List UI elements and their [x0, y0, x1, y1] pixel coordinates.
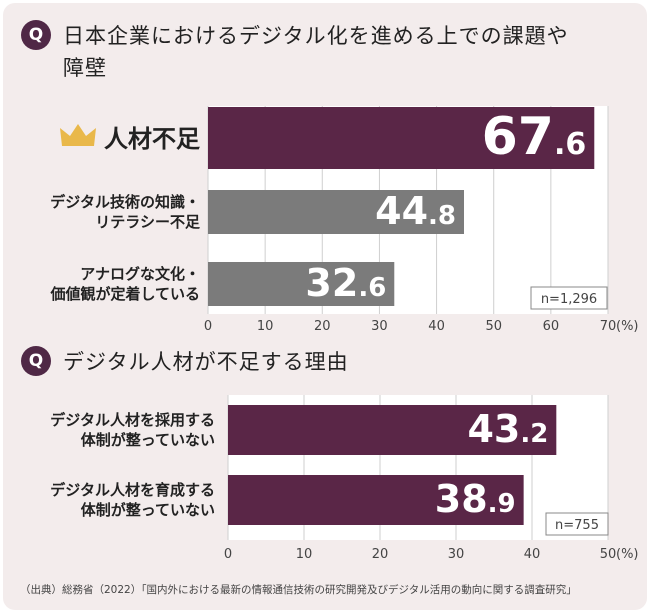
- tick-label: 30: [371, 319, 388, 334]
- data-label: 67.6: [482, 107, 587, 167]
- bar: [228, 405, 557, 455]
- tick-label: 20: [372, 547, 389, 562]
- question-badge: Q: [21, 20, 51, 50]
- bar: [208, 262, 395, 306]
- category-label: アナログな文化・: [80, 265, 200, 283]
- question-badge: Q: [21, 346, 51, 376]
- chart-1: 0 10 20 30 40 50 60 70 (%) 67.6 人材不足 44.8 デジタル技術の知識・…: [49, 106, 639, 334]
- category-label: 価値観が定着している: [49, 285, 200, 303]
- chart-title: 日本企業におけるデジタル化を進める上での課題や障壁: [63, 24, 569, 80]
- category-label: 体制が整っていない: [81, 501, 215, 519]
- bar: [228, 475, 524, 525]
- question-header-2: Q デジタル人材が不足する理由: [21, 346, 621, 378]
- category-label: 体制が整っていない: [81, 431, 215, 449]
- sample-size-box: [530, 286, 608, 310]
- data-label: 43.2: [467, 407, 548, 451]
- data-label: 44.8: [375, 189, 456, 233]
- data-label: 32.6: [305, 261, 386, 305]
- bar: [208, 107, 595, 169]
- tick-label: 30: [448, 547, 465, 562]
- tick-label: 0: [224, 547, 232, 562]
- data-label: 38.9: [435, 477, 516, 521]
- tick-label: 10: [296, 547, 313, 562]
- category-label: デジタル人材を採用する: [50, 411, 215, 429]
- tick-label: 40: [428, 319, 445, 334]
- tick-label: 60: [543, 319, 560, 334]
- tick-label: 20: [314, 319, 331, 334]
- question-header-1: Q 日本企業におけるデジタル化を進める上での課題や障壁: [21, 20, 621, 84]
- tick-label: 50: [600, 547, 617, 562]
- category-label: デジタル技術の知識・: [50, 193, 200, 211]
- tick-label: 10: [257, 319, 274, 334]
- category-label: デジタル人材を育成する: [50, 481, 215, 499]
- category-label: 人材不足: [104, 125, 200, 153]
- sample-size-label: n=755: [555, 518, 599, 533]
- chart-title: デジタル人材が不足する理由: [63, 350, 349, 374]
- tick-label: 50: [485, 319, 502, 334]
- tick-label: 0: [204, 319, 212, 334]
- bar: [208, 190, 464, 234]
- crown-icon: [60, 124, 96, 146]
- tick-unit: (%): [616, 547, 639, 562]
- source-note: （出典）総務省（2022）「国内外における最新の情報通信技術の研究開発及びデジタ…: [20, 584, 577, 596]
- tick-unit: (%): [616, 319, 639, 334]
- sample-size-label: n=1,296: [541, 292, 597, 307]
- tick-label: 40: [524, 547, 541, 562]
- sample-size-box: [545, 512, 609, 536]
- category-label: リテラシー不足: [95, 213, 201, 231]
- tick-label: 70: [600, 319, 617, 334]
